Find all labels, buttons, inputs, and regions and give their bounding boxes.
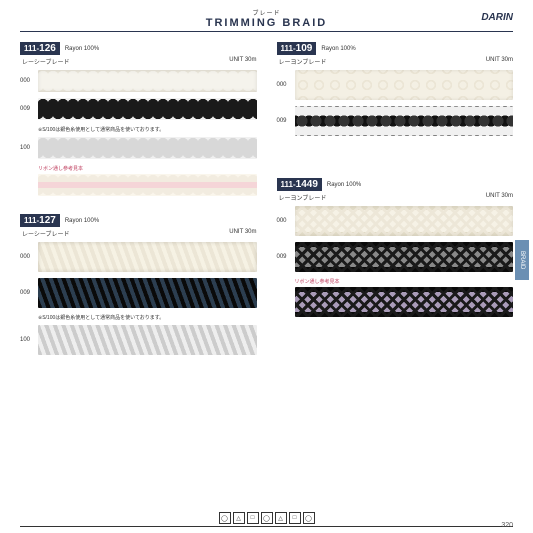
swatch-sample xyxy=(295,70,514,100)
code-number: 127 xyxy=(39,215,56,226)
page-footer: ◯ △ □ ◯ △ □ ◯ 320 xyxy=(20,512,513,527)
swatch-row: 009 xyxy=(277,106,514,136)
footer-rule xyxy=(20,526,513,527)
jp-name: レーヨンブレード xyxy=(279,57,327,66)
product-code-badge: 111-1449 xyxy=(277,178,322,191)
product-subhead: レーヨンブレード UNIT 30m xyxy=(277,57,514,66)
swatch-sample xyxy=(295,106,514,136)
swatch-sample xyxy=(38,137,257,159)
product-subhead: レーヨンブレード UNIT 30m xyxy=(277,193,514,202)
swatch-code: 000 xyxy=(20,254,38,260)
header-subtitle: ブレード xyxy=(20,8,513,17)
care-icon: ◯ xyxy=(303,512,315,524)
swatch-row: 009 xyxy=(20,98,257,120)
swatch-sample xyxy=(295,206,514,236)
header-title: TRIMMING BRAID xyxy=(20,17,513,29)
product-code-badge: 111-126 xyxy=(20,42,60,55)
swatch-row: 100 xyxy=(20,137,257,159)
unit-label: UNIT 30m xyxy=(486,193,513,202)
material-label: Rayon 100% xyxy=(327,182,361,188)
unit-label: UNIT 30m xyxy=(486,57,513,66)
swatch-row: 000 xyxy=(277,70,514,100)
swatch-row: 100 xyxy=(20,325,257,355)
page-number: 320 xyxy=(501,522,513,529)
code-number: 126 xyxy=(39,43,56,54)
swatch-row: 009 xyxy=(20,278,257,308)
care-icon: ◯ xyxy=(219,512,231,524)
unit-label: UNIT 30m xyxy=(229,57,256,66)
product-header: 111-126 Rayon 100% xyxy=(20,42,257,55)
code-prefix: 111- xyxy=(24,44,39,53)
right-column: 111-109 Rayon 100% レーヨンブレード UNIT 30m 000… xyxy=(277,42,514,361)
product-header: 111-1449 Rayon 100% xyxy=(277,178,514,191)
page-header: ブレード TRIMMING BRAID DARIN xyxy=(20,8,513,32)
swatch-row: 009 xyxy=(277,242,514,272)
product-code-badge: 111-109 xyxy=(277,42,317,55)
care-icon: ◯ xyxy=(261,512,273,524)
swatch-row: 000 xyxy=(277,206,514,236)
care-icon: □ xyxy=(289,512,301,524)
material-label: Rayon 100% xyxy=(321,46,355,52)
swatch-code: 009 xyxy=(277,254,295,260)
side-tab: BRAID xyxy=(515,240,529,280)
swatch-sample xyxy=(38,98,257,120)
swatch-sample xyxy=(295,287,514,317)
swatch-sample xyxy=(295,242,514,272)
ribbon-note: リボン通し参考見本 xyxy=(38,165,257,172)
brand-logo: DARIN xyxy=(481,12,513,23)
swatch-row: 000 xyxy=(20,242,257,272)
code-prefix: 111- xyxy=(281,180,296,189)
swatch-sample xyxy=(38,278,257,308)
jp-name: レーヨンブレード xyxy=(279,193,327,202)
jp-name: レーシーブレード xyxy=(22,229,70,238)
swatch-code: 100 xyxy=(20,145,38,151)
swatch-sample xyxy=(38,325,257,355)
product-header: 111-109 Rayon 100% xyxy=(277,42,514,55)
swatch-code: 009 xyxy=(277,118,295,124)
code-number: 1449 xyxy=(296,179,318,190)
product-subhead: レーシーブレード UNIT 30m xyxy=(20,57,257,66)
swatch-row xyxy=(277,287,514,317)
swatch-code: 009 xyxy=(20,290,38,296)
material-label: Rayon 100% xyxy=(65,218,99,224)
left-column: 111-126 Rayon 100% レーシーブレード UNIT 30m 000… xyxy=(20,42,257,361)
code-prefix: 111- xyxy=(281,44,296,53)
product-note: ※S/100は銀色糸使用として通常商品を使いております。 xyxy=(38,126,257,133)
swatch-sample xyxy=(38,70,257,92)
care-icon: △ xyxy=(233,512,245,524)
code-number: 109 xyxy=(296,43,313,54)
product-subhead: レーシーブレード UNIT 30m xyxy=(20,229,257,238)
swatch-row xyxy=(20,174,257,196)
care-icon: □ xyxy=(247,512,259,524)
product-header: 111-127 Rayon 100% xyxy=(20,214,257,227)
unit-label: UNIT 30m xyxy=(229,229,256,238)
swatch-code: 000 xyxy=(277,82,295,88)
swatch-code: 100 xyxy=(20,337,38,343)
header-rule xyxy=(20,31,513,32)
swatch-code: 000 xyxy=(20,78,38,84)
material-label: Rayon 100% xyxy=(65,46,99,52)
care-icon: △ xyxy=(275,512,287,524)
jp-name: レーシーブレード xyxy=(22,57,70,66)
swatch-row: 000 xyxy=(20,70,257,92)
code-prefix: 111- xyxy=(24,216,39,225)
swatch-sample xyxy=(38,174,257,196)
care-symbols: ◯ △ □ ◯ △ □ ◯ xyxy=(20,512,513,524)
product-code-badge: 111-127 xyxy=(20,214,60,227)
ribbon-note: リボン通し参考見本 xyxy=(295,278,514,285)
swatch-sample xyxy=(38,242,257,272)
swatch-code: 000 xyxy=(277,218,295,224)
swatch-code: 009 xyxy=(20,106,38,112)
product-note: ※S/100は銀色糸使用として通常商品を使いております。 xyxy=(38,314,257,321)
